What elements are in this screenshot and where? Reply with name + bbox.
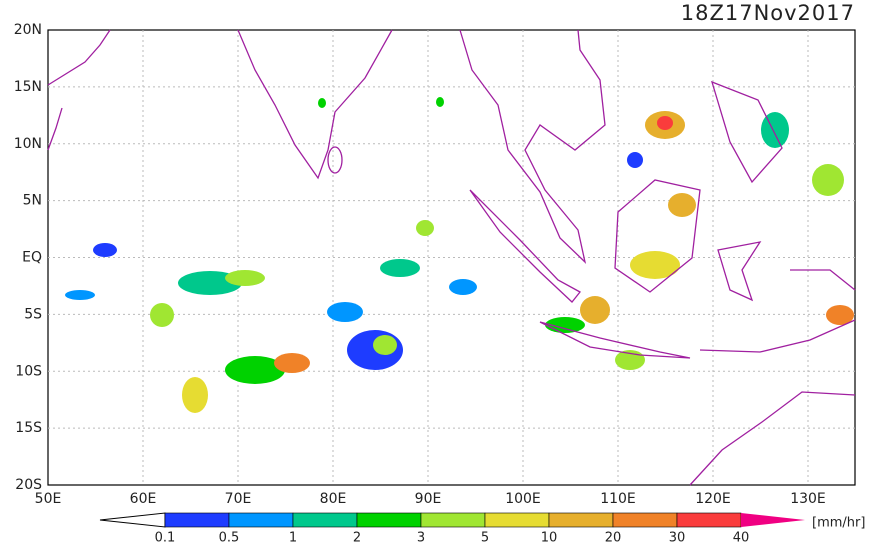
coastline xyxy=(689,391,856,486)
colorbar-label: 5 xyxy=(481,531,489,545)
colorbar-label: 0.1 xyxy=(155,531,176,545)
lon-label: 60E xyxy=(130,491,157,507)
colorbar-segment xyxy=(420,512,486,528)
colorbar-label: 1 xyxy=(289,531,297,545)
lat-label: 15S xyxy=(15,420,42,436)
lon-label: 100E xyxy=(505,491,541,507)
coastline xyxy=(614,179,701,293)
rain xyxy=(373,335,397,355)
rain xyxy=(150,303,174,327)
coastline xyxy=(539,321,691,359)
rain xyxy=(274,353,310,373)
colorbar-segment xyxy=(612,512,678,528)
lat-label: 5S xyxy=(24,306,42,322)
lon-label: 90E xyxy=(415,491,442,507)
rain xyxy=(65,290,95,300)
colorbar-segment xyxy=(356,512,422,528)
rain xyxy=(380,259,420,277)
rain xyxy=(225,356,285,384)
colorbar-under xyxy=(99,512,166,528)
lat-label: 15N xyxy=(14,79,42,95)
rain xyxy=(630,251,680,279)
rain xyxy=(826,305,854,325)
rain xyxy=(812,164,844,196)
colorbar-label: 20 xyxy=(605,531,622,545)
lon-label: 80E xyxy=(320,491,347,507)
colorbar-segment xyxy=(164,512,230,528)
rain xyxy=(668,193,696,217)
rain xyxy=(761,112,789,148)
coastline xyxy=(469,189,581,303)
colorbar-label: 0.5 xyxy=(219,531,240,545)
coastline xyxy=(717,241,762,302)
colorbar-label: 3 xyxy=(417,531,425,545)
lon-label: 120E xyxy=(695,491,731,507)
rain xyxy=(327,302,363,322)
colorbar-over xyxy=(741,513,805,527)
coastline xyxy=(699,319,856,353)
rain xyxy=(627,152,643,168)
lon-label: 130E xyxy=(790,491,826,507)
rain xyxy=(318,98,326,108)
rain xyxy=(449,279,477,295)
rain xyxy=(416,220,434,236)
rain xyxy=(580,296,610,324)
rain xyxy=(225,270,265,286)
lon-label: 110E xyxy=(600,491,636,507)
lat-label: 5N xyxy=(23,193,42,209)
coastline xyxy=(47,107,63,151)
colorbar-unit: [mm/hr] xyxy=(812,516,865,531)
colorbar-segment xyxy=(548,512,614,528)
colorbar-segment xyxy=(676,512,742,528)
colorbar-segment xyxy=(292,512,358,528)
coastline xyxy=(327,146,343,174)
coastline xyxy=(790,269,856,291)
lat-label: 20S xyxy=(15,477,42,493)
coastline xyxy=(710,80,783,184)
colorbar-segment xyxy=(484,512,550,528)
colorbar-label: 2 xyxy=(353,531,361,545)
colorbar-segment xyxy=(228,512,294,528)
colorbar-label: 30 xyxy=(669,531,686,545)
coastline xyxy=(47,29,111,86)
map-title: 18Z17Nov2017 xyxy=(681,1,855,25)
lat-label: EQ xyxy=(22,250,42,266)
colorbar-label: 10 xyxy=(541,531,558,545)
lon-label: 70E xyxy=(225,491,252,507)
coastline xyxy=(459,29,606,264)
rain-areas xyxy=(65,97,854,413)
rain xyxy=(436,97,444,107)
coastline xyxy=(237,29,393,180)
rain xyxy=(93,243,117,257)
lat-label: 10N xyxy=(14,136,42,152)
lat-label: 20N xyxy=(14,22,42,38)
lon-label: 50E xyxy=(35,491,62,507)
rain xyxy=(182,377,208,413)
lat-label: 10S xyxy=(15,363,42,379)
coastlines xyxy=(47,29,856,486)
colorbar-label: 40 xyxy=(733,531,750,545)
graticule xyxy=(48,30,855,485)
rain xyxy=(657,116,673,130)
colorbar: 0.1 0.5 1 2 3 5 10 20 30 40 [mm/hr] xyxy=(99,512,865,546)
